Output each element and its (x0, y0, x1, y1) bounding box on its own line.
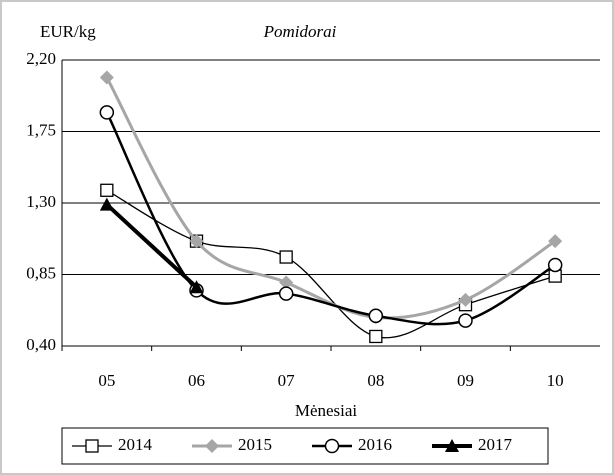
x-tick-label: 05 (98, 371, 115, 390)
series-line (105, 203, 198, 289)
marker (189, 280, 204, 294)
y-tick-label: 1,75 (26, 120, 56, 139)
legend-label: 2015 (238, 435, 272, 454)
y-tick-label: 2,20 (26, 49, 56, 68)
marker (278, 286, 294, 301)
marker (369, 329, 383, 344)
marker (324, 438, 340, 454)
series-line (105, 111, 556, 326)
marker (368, 308, 384, 324)
marker (99, 70, 114, 85)
marker (189, 234, 204, 249)
y-axis-label: EUR/kg (40, 22, 96, 41)
x-tick-label: 09 (457, 371, 474, 390)
marker (279, 275, 294, 290)
y-tick-label: 0,40 (26, 335, 56, 354)
x-tick-label: 08 (367, 371, 384, 390)
series-line (105, 76, 556, 320)
legend-label: 2014 (118, 435, 153, 454)
marker (547, 257, 563, 273)
legend-label: 2016 (358, 435, 392, 454)
x-axis-label: Mėnesiai (295, 401, 358, 420)
x-tick-label: 10 (547, 371, 564, 390)
legend-label: 2017 (478, 435, 513, 454)
marker (99, 105, 115, 120)
y-tick-label: 1,30 (26, 192, 56, 211)
marker (458, 313, 473, 328)
marker (205, 439, 219, 453)
marker (100, 183, 114, 197)
marker (548, 234, 563, 249)
chart-title: Pomidorai (263, 22, 337, 41)
marker (99, 197, 114, 211)
marker (279, 250, 293, 264)
marker (85, 439, 99, 453)
y-tick-label: 0,85 (26, 263, 56, 282)
marker (445, 439, 459, 452)
x-tick-label: 06 (188, 371, 205, 390)
marker (458, 292, 473, 307)
x-tick-label: 07 (278, 371, 296, 390)
